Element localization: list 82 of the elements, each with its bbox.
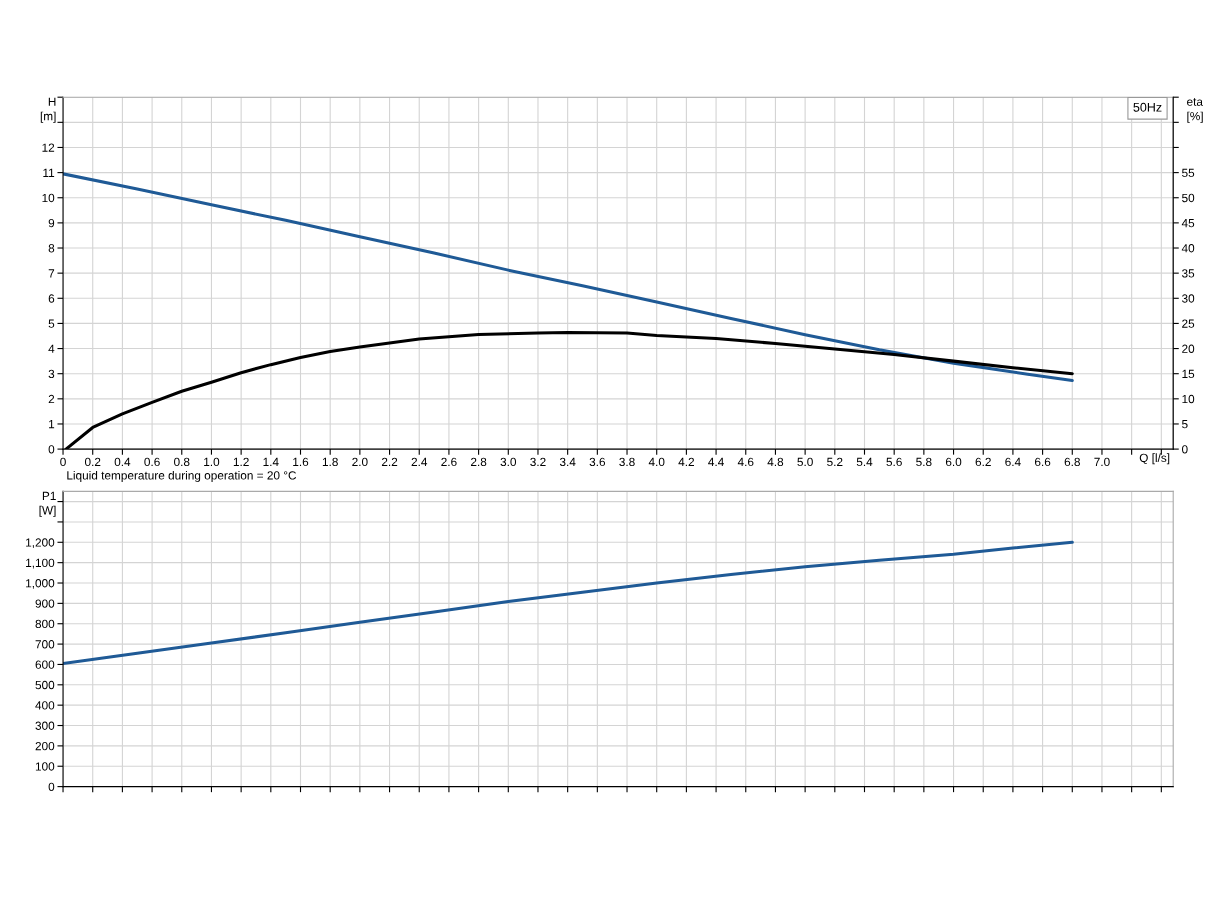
- y2-tick-label: 0: [1182, 445, 1188, 454]
- x-tick-label: 3.2: [530, 457, 546, 467]
- y-tick-label: 1,200: [26, 538, 55, 549]
- y-tick-label: 11: [43, 168, 55, 177]
- y-tick-label: 1,000: [26, 579, 55, 589]
- y-tick-label: 1,100: [26, 558, 55, 569]
- y-axis-title: H [m]: [40, 97, 56, 123]
- x-tick-label: 4.4: [708, 457, 724, 466]
- y-tick-label: 100: [35, 762, 55, 771]
- x-tick-label: 1.2: [233, 457, 249, 466]
- x-tick-label: 0.6: [144, 457, 160, 467]
- y-tick-label: 3: [48, 369, 55, 379]
- x-tick-label: 4.0: [648, 457, 665, 467]
- x-tick-label: 6.4: [1005, 457, 1021, 467]
- x-tick-label: 6.8: [1064, 457, 1080, 467]
- y-tick-label: 600: [35, 660, 55, 669]
- y2-tick-label: 50: [1182, 193, 1195, 203]
- text: Liquid temperature during operation = 20 °C: [67, 470, 297, 482]
- y2-tick-label: 55: [1182, 168, 1195, 177]
- x-tick-label: 0.4: [114, 457, 131, 467]
- x-tick-label: 5.8: [916, 457, 932, 467]
- x-tick-label: 1.4: [263, 457, 279, 466]
- y-tick-label: 0: [48, 445, 55, 454]
- x-tick-label: 1.8: [322, 457, 338, 467]
- x-tick-label: 2.2: [381, 457, 398, 466]
- x-tick-label: 5.4: [856, 457, 873, 467]
- x-tick-label: 3.0: [500, 457, 517, 467]
- y-tick-label: 8: [48, 244, 55, 253]
- x-tick-label: 7.0: [1094, 457, 1110, 467]
- x-tick-label: 1.6: [293, 457, 309, 467]
- x-tick-label: 5.0: [797, 457, 813, 467]
- y-tick-label: 2: [48, 394, 55, 404]
- x-tick-label: 3.6: [589, 457, 606, 467]
- y2-tick-label: 25: [1182, 319, 1195, 328]
- line-series: [63, 172, 1074, 383]
- x-tick-label: 3.8: [619, 457, 635, 467]
- x-tick-label: 4.8: [767, 457, 784, 467]
- x-tick-label: 5.6: [886, 457, 902, 467]
- x-axis-title: Q [l/s]: [1139, 453, 1170, 465]
- y-tick-label: 300: [35, 721, 55, 730]
- x-tick-label: 1.0: [204, 457, 220, 467]
- x-tick-label: 3.4: [559, 457, 576, 467]
- y2-tick-label: 10: [1182, 394, 1195, 404]
- y2-axis-title: eta [%]: [1187, 98, 1203, 123]
- y-tick-label: 7: [48, 269, 55, 278]
- x-tick-label: 6.6: [1034, 457, 1051, 467]
- x-tick-label: 2.6: [441, 457, 457, 467]
- x-tick-label: 6.2: [975, 457, 991, 467]
- y2-tick-label: 45: [1181, 219, 1195, 228]
- x-tick-label: 4.6: [737, 457, 754, 467]
- line-series: [63, 540, 1074, 665]
- y-tick-label: 500: [35, 680, 55, 690]
- y-tick-label: 5: [48, 319, 55, 328]
- y2-tick-label: 15: [1182, 369, 1195, 379]
- y-tick-label: 400: [35, 701, 55, 710]
- annotation: 50Hz: [1133, 102, 1162, 112]
- y-tick-label: 0: [48, 782, 55, 791]
- y-tick-label: 800: [35, 619, 55, 629]
- y-axis-title: P1 [W]: [39, 491, 56, 517]
- y-tick-label: 1: [49, 420, 55, 429]
- y-tick-label: 700: [35, 640, 55, 649]
- y-tick-label: 4: [48, 344, 55, 353]
- y2-tick-label: 40: [1181, 244, 1195, 253]
- y-tick-label: 900: [35, 599, 55, 608]
- y-tick-label: 10: [42, 193, 55, 203]
- x-tick-label: 0: [60, 457, 66, 467]
- x-tick-label: 5.2: [827, 457, 843, 467]
- x-tick-label: 2.4: [411, 457, 428, 466]
- y2-tick-label: 30: [1181, 294, 1195, 303]
- x-tick-label: 6.0: [945, 457, 962, 467]
- x-tick-label: 0.2: [84, 457, 101, 467]
- y2-tick-label: 5: [1182, 420, 1188, 429]
- x-tick-label: 4.2: [678, 457, 695, 466]
- x-tick-label: 2.0: [352, 457, 368, 467]
- x-tick-label: 2.8: [471, 457, 487, 467]
- y-tick-label: 9: [48, 218, 55, 228]
- y-tick-label: 200: [35, 741, 55, 751]
- y2-tick-label: 20: [1182, 344, 1195, 353]
- y-tick-label: 6: [48, 294, 55, 303]
- y2-tick-label: 35: [1181, 269, 1195, 278]
- y-tick-label: 12: [42, 143, 55, 152]
- x-tick-label: 0.8: [174, 457, 190, 467]
